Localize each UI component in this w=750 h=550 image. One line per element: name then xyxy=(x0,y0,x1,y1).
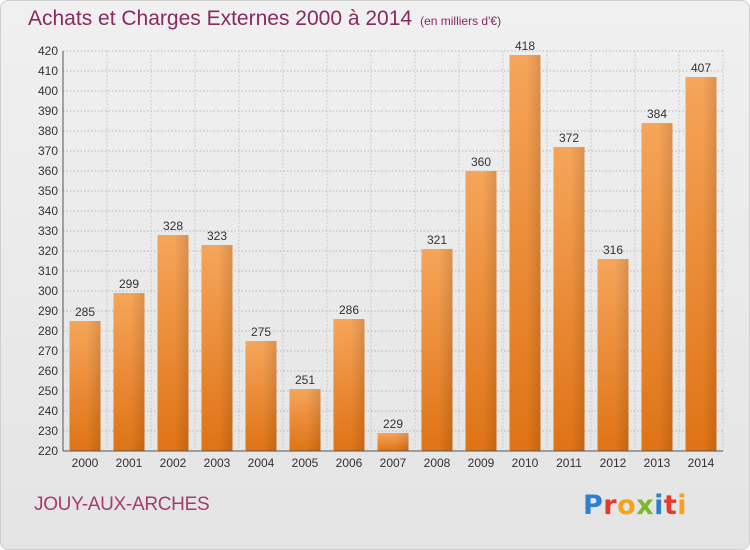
logo-letter: i xyxy=(654,490,664,521)
proxiti-logo: Proxiti xyxy=(583,490,687,521)
bar-shade xyxy=(394,433,409,451)
y-tick-label: 370 xyxy=(38,144,58,158)
data-label: 418 xyxy=(515,39,535,53)
bar-shade xyxy=(174,235,189,451)
y-tick-label: 270 xyxy=(38,344,58,358)
data-label: 286 xyxy=(339,303,359,317)
y-tick-label: 230 xyxy=(38,424,58,438)
bar-shade xyxy=(614,259,629,451)
data-label: 328 xyxy=(163,219,183,233)
data-label: 251 xyxy=(295,373,315,387)
bar-shade xyxy=(262,341,277,451)
logo-letter: P xyxy=(583,490,604,521)
y-tick-label: 400 xyxy=(38,84,58,98)
y-tick-label: 260 xyxy=(38,364,58,378)
y-tick-label: 340 xyxy=(38,204,58,218)
y-tick-label: 390 xyxy=(38,104,58,118)
data-label: 407 xyxy=(691,61,711,75)
y-tick-label: 330 xyxy=(38,224,58,238)
logo-letter: o xyxy=(617,490,637,521)
bar-shade xyxy=(350,319,365,451)
x-tick-label: 2005 xyxy=(292,456,319,470)
x-tick-label: 2011 xyxy=(556,456,582,470)
y-tick-label: 420 xyxy=(38,44,58,58)
logo-letter: r xyxy=(603,490,618,521)
x-tick-label: 2014 xyxy=(688,456,715,470)
logo-letter: t xyxy=(663,490,678,521)
bar-shade xyxy=(658,123,673,451)
data-label: 360 xyxy=(471,155,491,169)
chart-unit: (en milliers d'€) xyxy=(420,14,502,28)
bar-shade xyxy=(86,321,101,451)
bar-shade xyxy=(482,171,497,451)
bar-shade xyxy=(570,147,585,451)
bar-shade xyxy=(526,55,541,451)
y-tick-label: 320 xyxy=(38,244,58,258)
y-tick-label: 280 xyxy=(38,324,58,338)
x-tick-label: 2008 xyxy=(424,456,451,470)
axes: 220 230 240 250 260 270 280 290 300 310 320 330 340 3… xyxy=(38,44,723,470)
data-label: 285 xyxy=(75,305,95,319)
bar-shade xyxy=(438,249,453,451)
data-label: 372 xyxy=(559,131,579,145)
x-tick-label: 2001 xyxy=(116,456,143,470)
data-label: 384 xyxy=(647,107,667,121)
y-tick-label: 290 xyxy=(38,304,58,318)
x-tick-label: 2006 xyxy=(336,456,363,470)
bar-shade xyxy=(130,293,145,451)
x-tick-label: 2012 xyxy=(600,456,627,470)
x-tick-label: 2010 xyxy=(512,456,539,470)
bars: 285 299 328 323 275 251 286 229 321 360 418 372 316 3… xyxy=(69,39,717,451)
chart-title-text: Achats et Charges Externes 2000 à 2014 xyxy=(28,7,413,30)
commune-name: JOUY-AUX-ARCHES xyxy=(34,494,210,515)
y-tick-label: 220 xyxy=(38,444,58,458)
logo-letter: x xyxy=(636,490,655,521)
x-tick-label: 2002 xyxy=(160,456,187,470)
y-tick-label: 350 xyxy=(38,184,58,198)
x-tick-label: 2007 xyxy=(380,456,407,470)
y-tick-label: 380 xyxy=(38,124,58,138)
data-label: 275 xyxy=(251,325,271,339)
y-tick-label: 250 xyxy=(38,384,58,398)
data-label: 323 xyxy=(207,229,227,243)
data-label: 229 xyxy=(383,417,403,431)
bar-shade xyxy=(702,77,717,451)
bar-shade xyxy=(306,389,321,451)
x-tick-label: 2003 xyxy=(204,456,231,470)
y-tick-label: 360 xyxy=(38,164,58,178)
data-label: 316 xyxy=(603,243,623,257)
y-tick-label: 410 xyxy=(38,64,58,78)
logo-letter: i xyxy=(677,490,688,521)
x-tick-label: 2013 xyxy=(644,456,671,470)
x-tick-label: 2004 xyxy=(248,456,275,470)
chart-title: Achats et Charges Externes 2000 à 2014 (e… xyxy=(28,7,501,31)
y-tick-label: 300 xyxy=(38,284,58,298)
bar-shade xyxy=(218,245,233,451)
data-label: 299 xyxy=(119,277,139,291)
y-tick-label: 310 xyxy=(38,264,58,278)
y-tick-label: 240 xyxy=(38,404,58,418)
x-tick-label: 2009 xyxy=(468,456,495,470)
x-tick-label: 2000 xyxy=(72,456,99,470)
data-label: 321 xyxy=(427,233,447,247)
